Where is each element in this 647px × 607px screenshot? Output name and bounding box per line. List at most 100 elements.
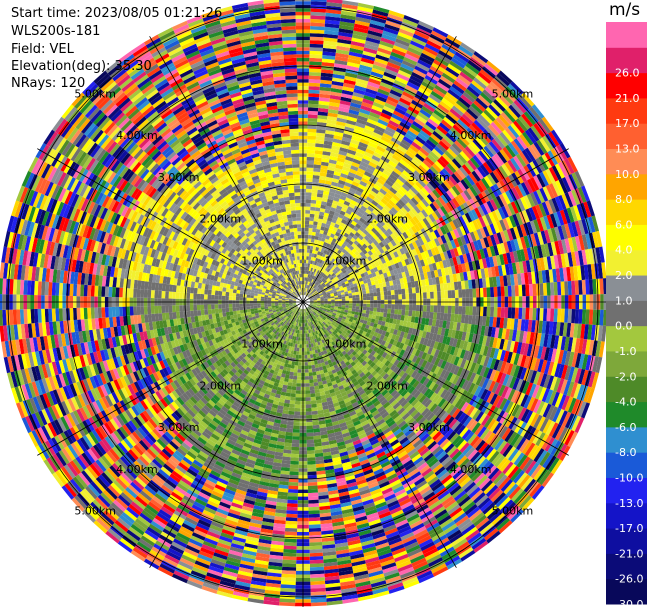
range-gate (316, 254, 320, 259)
range-gate (411, 71, 425, 82)
range-gate (327, 295, 331, 298)
range-gate (375, 181, 384, 189)
range-gate (507, 285, 512, 297)
range-gate (309, 252, 312, 257)
range-gate (319, 293, 323, 297)
range-gate (305, 263, 309, 267)
range-gate (511, 102, 524, 116)
range-gate (384, 237, 391, 244)
range-gate (538, 270, 543, 284)
range-gate (485, 257, 491, 268)
range-gate (337, 258, 342, 264)
range-gate (378, 210, 386, 218)
range-gate (331, 145, 341, 151)
range-gate (493, 119, 505, 132)
range-gate (332, 141, 341, 148)
range-gate (513, 318, 519, 331)
range-gate (370, 268, 375, 274)
range-gate (334, 128, 345, 134)
range-gate (437, 268, 443, 277)
range-gate (309, 354, 314, 359)
range-gate (464, 314, 469, 324)
range-gate (558, 178, 568, 194)
range-gate (310, 22, 325, 27)
range-gate (597, 262, 603, 279)
range-gate (365, 208, 372, 215)
range-gate (440, 194, 449, 204)
range-gate (379, 263, 385, 270)
range-gate (351, 181, 360, 187)
range-gate (328, 280, 333, 284)
range-gate (308, 274, 311, 279)
range-gate (490, 101, 504, 115)
range-gate (585, 309, 590, 325)
range-gate (472, 306, 477, 316)
range-gate (504, 204, 513, 217)
range-gate (516, 225, 524, 238)
range-gate (449, 257, 455, 267)
range-gate (366, 278, 371, 283)
range-gate (319, 90, 331, 95)
range-gate (308, 285, 311, 290)
range-gate (409, 75, 423, 85)
range-gate (316, 132, 326, 137)
range-gate (353, 88, 366, 95)
range-gate (319, 86, 332, 92)
range-gate (574, 235, 582, 251)
range-gate (387, 219, 395, 227)
range-gate (341, 263, 347, 268)
range-gate (420, 162, 430, 171)
range-gate (353, 283, 358, 287)
range-gate (473, 51, 489, 64)
range-gate (303, 263, 307, 267)
range-gate (356, 248, 363, 254)
range-gate (518, 284, 523, 297)
range-gate (322, 51, 336, 57)
range-gate (361, 276, 367, 281)
range-gate (359, 161, 369, 168)
range-gate (339, 24, 354, 31)
range-gate (307, 245, 311, 250)
range-gate (428, 93, 442, 104)
range-gate (303, 337, 307, 341)
range-gate (465, 62, 480, 75)
range-gate (564, 223, 572, 239)
range-gate (376, 307, 381, 313)
range-gate (339, 100, 351, 106)
range-gate (516, 153, 527, 167)
range-gate (486, 235, 494, 247)
range-gate (539, 137, 551, 153)
range-gate (367, 250, 373, 256)
range-gate (309, 40, 324, 45)
range-gate (315, 228, 321, 234)
range-gate (316, 295, 320, 298)
range-gate (321, 154, 331, 160)
range-gate (313, 264, 316, 269)
range-gate (382, 224, 390, 231)
range-gate (333, 259, 338, 265)
range-gate (347, 149, 357, 156)
range-gate (327, 264, 331, 269)
range-gate (438, 260, 445, 269)
range-gate (338, 241, 344, 247)
range-gate (446, 201, 454, 212)
range-gate (578, 309, 583, 324)
range-gate (399, 159, 409, 168)
range-gate (556, 211, 565, 226)
range-gate (478, 259, 484, 270)
range-gate (346, 285, 351, 289)
range-gate (546, 282, 551, 296)
range-gate (388, 160, 398, 168)
range-gate (313, 290, 317, 294)
range-gate (422, 311, 427, 319)
range-gate (599, 309, 604, 326)
range-gate (354, 256, 360, 262)
range-gate (369, 221, 377, 228)
range-gate (341, 294, 346, 297)
range-gate (313, 300, 318, 302)
range-gate (324, 209, 331, 214)
range-gate (427, 249, 434, 258)
range-gate (322, 278, 327, 283)
range-gate (401, 139, 412, 148)
range-gate (355, 16, 371, 24)
